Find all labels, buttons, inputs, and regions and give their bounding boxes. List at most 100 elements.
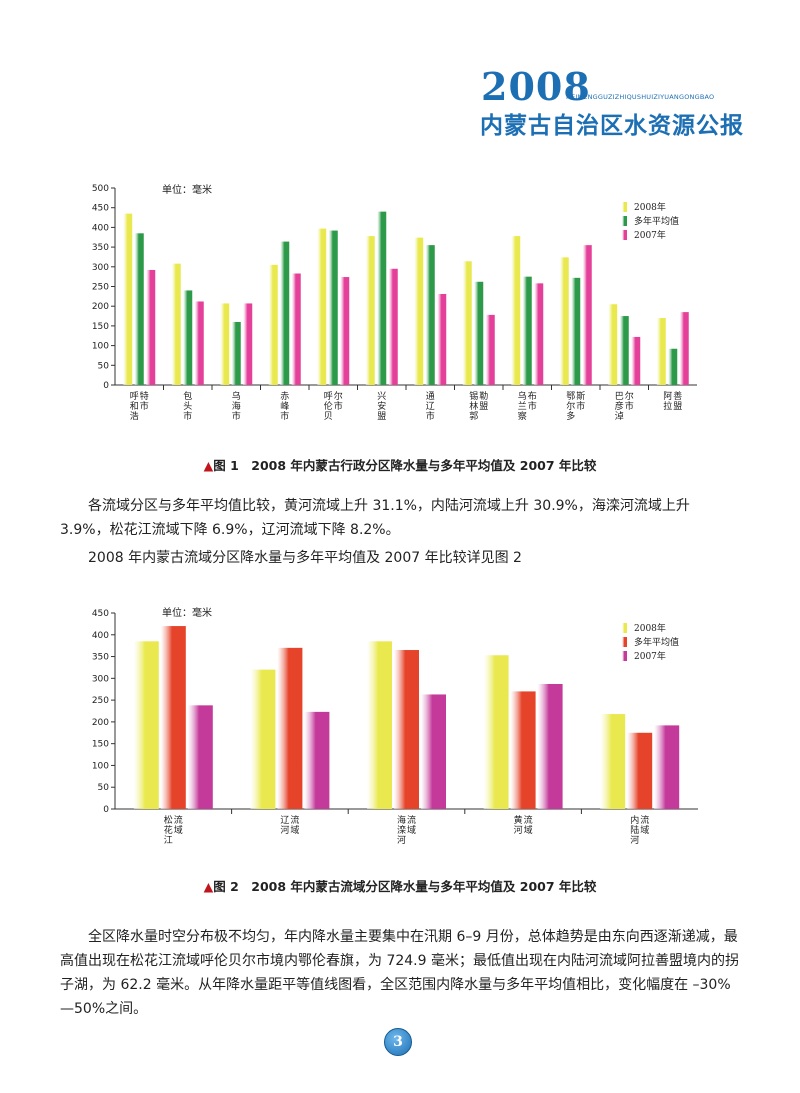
y-tick-label: 0 — [103, 805, 109, 815]
figure-2-caption: ▲图 2 2008 年内蒙古流域分区降水量与多年平均值及 2007 年比较 — [0, 876, 800, 895]
category-label-char: 头 — [183, 401, 192, 412]
chart-1-svg: 0 50 100 150 200 250 300 350 400 450 500 单位：毫米呼和浩特市… — [92, 183, 697, 422]
bar — [656, 318, 666, 385]
bar — [280, 241, 290, 385]
legend-label: 多年平均值 — [634, 636, 679, 648]
y-tick-label: 200 — [92, 302, 109, 312]
figure-1-caption: ▲图 1 2008 年内蒙古行政分区降水量与多年平均值及 2007 年比较 — [0, 455, 800, 474]
category-label-char: 市 — [140, 400, 149, 412]
y-tick-label: 450 — [92, 204, 109, 214]
bar — [534, 283, 544, 385]
paragraph-2: 2008 年内蒙古流域分区降水量与多年平均值及 2007 年比较详见图 2 — [88, 550, 522, 566]
header-year: 2008 — [481, 64, 591, 109]
bar — [388, 268, 398, 385]
category-label-char: 通 — [426, 391, 435, 402]
bar — [483, 655, 509, 809]
bar — [582, 245, 592, 385]
legend-label: 2008年 — [634, 622, 666, 634]
category-label-char: 呼 — [130, 391, 139, 402]
legend-swatch — [622, 651, 627, 661]
y-tick-label: 0 — [103, 381, 109, 391]
y-tick-label: 300 — [92, 674, 109, 684]
legend-label: 2007年 — [634, 229, 666, 241]
unit-label: 单位：毫米 — [162, 183, 212, 196]
category-label-char: 盟 — [479, 401, 488, 412]
category-label-char: 流 — [290, 814, 299, 826]
bar — [522, 276, 532, 385]
bar — [291, 273, 301, 385]
category-label-char: 勒 — [479, 390, 488, 402]
page-header: 2008 NEIMENGGUZIZHIQUSHUIZIYUANGONGBAO 内… — [0, 0, 800, 140]
category-label-char: 市 — [426, 410, 435, 422]
category-label-char: 和 — [130, 401, 139, 412]
category-label-char: 尔 — [625, 390, 634, 402]
category-label-char: 市 — [528, 400, 537, 412]
header-subtitle: NEIMENGGUZIZHIQUSHUIZIYUANGONGBAO — [566, 93, 715, 101]
category-label-char: 多 — [566, 410, 575, 422]
category-label-char: 流 — [640, 814, 649, 826]
legend-swatch — [622, 216, 627, 226]
bar — [600, 714, 626, 809]
bar — [268, 264, 278, 385]
category-label-char: 乌 — [232, 390, 241, 402]
category-label-char: 市 — [625, 400, 634, 412]
bar — [559, 257, 569, 385]
bar — [654, 725, 680, 809]
bar — [340, 277, 350, 385]
y-tick-label: 150 — [92, 740, 109, 750]
legend-label: 2007年 — [634, 650, 666, 662]
caption-marker-icon: ▲ — [203, 879, 214, 894]
bar — [133, 641, 159, 809]
bar — [437, 293, 447, 385]
bar — [243, 303, 253, 385]
bar — [462, 261, 472, 385]
category-label-char: 内 — [630, 814, 639, 826]
bar — [485, 314, 495, 385]
category-label-char: 盟 — [673, 401, 682, 412]
bar — [537, 683, 563, 809]
category-label-char: 阿 — [663, 391, 672, 402]
category-label-char: 域 — [407, 824, 416, 836]
y-tick-label: 100 — [92, 761, 109, 771]
category-label-char: 林 — [469, 400, 478, 412]
category-label-char: 市 — [232, 410, 241, 422]
category-label-char: 陆 — [630, 824, 639, 836]
category-label-char: 尔 — [566, 400, 575, 412]
y-tick-label: 400 — [92, 223, 109, 233]
category-label-char: 海 — [397, 814, 406, 826]
category-label-char: 善 — [673, 390, 682, 402]
category-label-char: 盟 — [377, 411, 386, 422]
bar — [619, 316, 629, 385]
category-label-char: 市 — [334, 400, 343, 412]
category-label-char: 海 — [232, 400, 241, 412]
chart-2: 0 50 100 150 200 250 300 350 400 450 单位：毫米松花江流域辽河流… — [0, 603, 800, 873]
bar — [425, 245, 435, 385]
legend-swatch — [622, 623, 627, 633]
bar — [414, 237, 424, 385]
category-label-char: 域 — [174, 824, 183, 836]
category-label-char: 鄂 — [566, 391, 575, 402]
unit-label: 单位：毫米 — [162, 606, 212, 619]
y-tick-label: 350 — [92, 243, 109, 253]
category-label-char: 域 — [524, 824, 533, 836]
y-tick-label: 200 — [92, 718, 109, 728]
category-label-char: 兰 — [518, 400, 527, 412]
y-tick-label: 400 — [92, 631, 109, 641]
bar — [317, 228, 327, 385]
bar — [183, 290, 193, 385]
category-label-char: 辽 — [280, 815, 289, 826]
legend-swatch — [622, 230, 627, 240]
category-label-char: 辽 — [426, 401, 435, 412]
category-label-char: 域 — [640, 824, 649, 836]
category-label-char: 郭 — [469, 410, 478, 422]
chart-1: 0 50 100 150 200 250 300 350 400 450 500 单位：毫米呼和浩特市… — [0, 178, 800, 450]
category-label-char: 特 — [140, 390, 149, 402]
category-label-char: 河 — [397, 834, 406, 846]
caption-marker-icon: ▲ — [203, 458, 214, 473]
category-label-char: 贝 — [324, 411, 333, 422]
legend-swatch — [622, 202, 627, 212]
y-tick-label: 250 — [92, 283, 109, 293]
bar — [194, 301, 204, 385]
category-label-char: 市 — [280, 410, 289, 422]
category-label-char: 黄 — [514, 814, 523, 826]
